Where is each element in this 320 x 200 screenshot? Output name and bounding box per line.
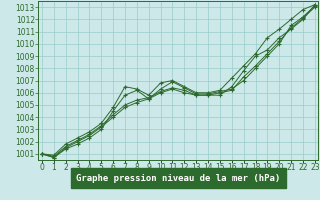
X-axis label: Graphe pression niveau de la mer (hPa): Graphe pression niveau de la mer (hPa): [76, 174, 281, 183]
